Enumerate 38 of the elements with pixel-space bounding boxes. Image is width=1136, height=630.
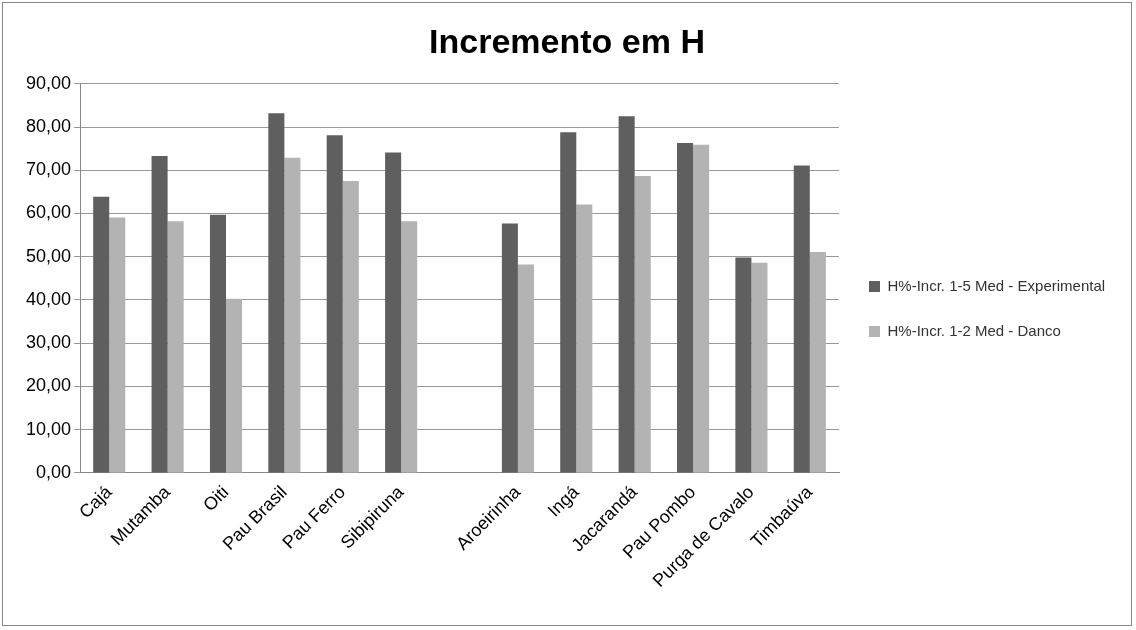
x-tick-label: Oiti [199, 481, 233, 515]
bar [109, 217, 126, 473]
bar [676, 143, 694, 473]
bar [517, 264, 534, 473]
y-tick-label: 30,00 [26, 332, 72, 353]
bar [151, 156, 168, 473]
y-tick-label: 0,00 [36, 461, 72, 482]
bar [268, 113, 285, 473]
bar [209, 214, 226, 473]
bar [751, 262, 768, 473]
y-tick-label: 70,00 [26, 159, 72, 180]
y-tick-label: 40,00 [26, 288, 72, 309]
legend-label: H%-Incr. 1-5 Med - Experimental [887, 276, 1106, 294]
bar [385, 152, 402, 473]
bar [284, 157, 301, 473]
y-tick-label: 50,00 [26, 245, 72, 266]
bar [226, 298, 243, 473]
y-tick-label: 80,00 [26, 116, 72, 136]
bar [618, 116, 635, 473]
bar [401, 221, 418, 473]
legend-label: H%-Incr. 1-2 Med - Danco [887, 321, 1061, 339]
bar [167, 221, 184, 473]
chart-title: Incremento em H [429, 21, 705, 60]
y-tick-label: 10,00 [26, 418, 72, 439]
y-tick-label: 20,00 [26, 375, 72, 396]
bar [560, 132, 577, 473]
bar [793, 165, 810, 473]
y-tick-label: 60,00 [26, 202, 72, 223]
bar [501, 223, 518, 473]
bar [809, 251, 826, 473]
y-tick-label: 90,00 [26, 72, 72, 93]
bar [634, 175, 651, 473]
bar [693, 144, 710, 473]
bar [326, 135, 343, 473]
bar [735, 257, 752, 473]
bar [93, 196, 110, 473]
bar [576, 204, 593, 473]
bar [342, 181, 359, 473]
